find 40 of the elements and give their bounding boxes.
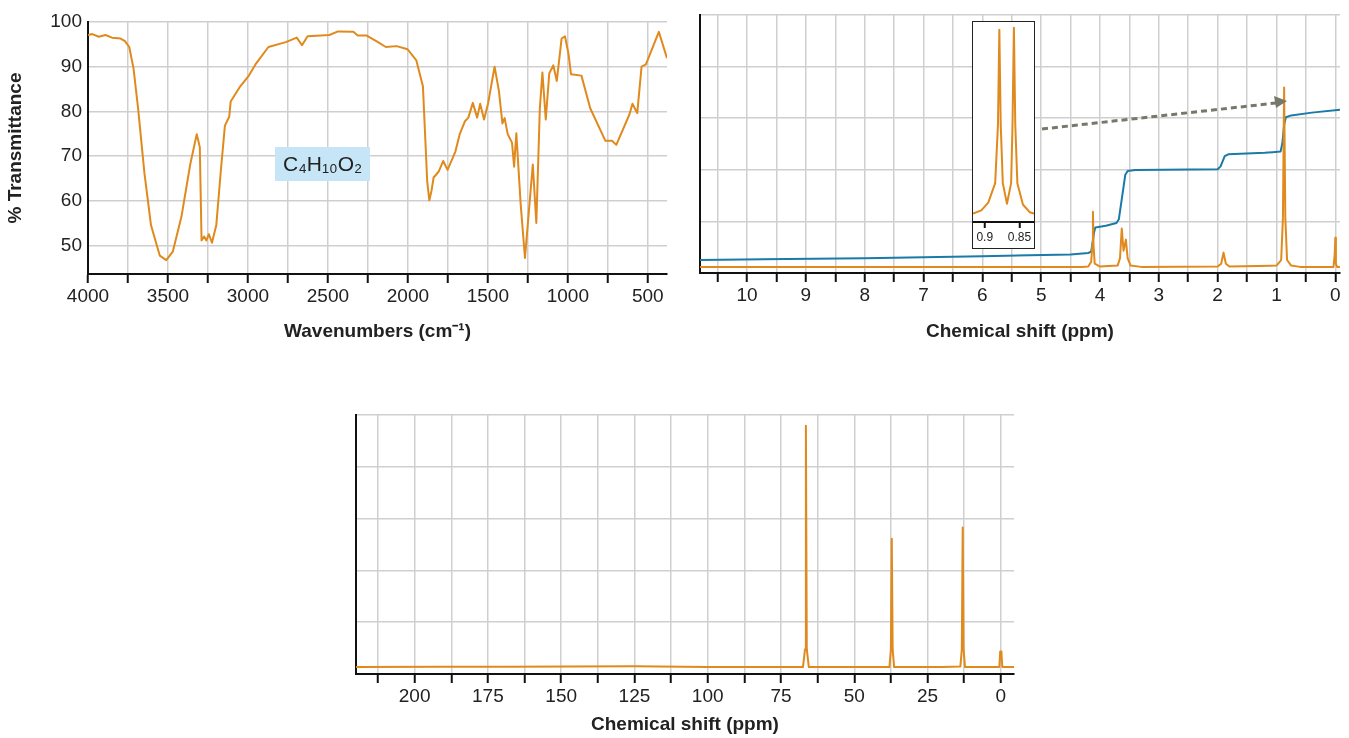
x-tick-label: 2500 [306,284,350,306]
x-tick-label: 4 [1094,283,1106,305]
x-tick-label: 7 [918,283,929,305]
y-tick-label: 60 [60,188,82,210]
x-tick-label: 1500 [466,284,509,306]
x-tick-label: 4000 [66,284,110,306]
x-tick-label: 500 [631,284,664,306]
x-tick-label: 8 [859,283,870,305]
x-tick-label: 75 [770,684,792,706]
x-tick-label: 0 [1330,283,1341,305]
x-tick-label: 5 [1035,283,1047,305]
x-tick-label: 175 [472,684,504,706]
x-tick-label: 10 [736,283,758,305]
y-tick-label: 90 [60,54,82,76]
x-tick-label: 125 [618,684,651,706]
x-tick-label: 150 [545,684,578,706]
y-tick-label: 100 [50,10,82,32]
x-tick-label: 3000 [226,284,270,306]
x-tick-label: 0.85 [1007,229,1032,244]
x-tick-label: 50 [843,684,865,706]
x-tick-label: 3500 [146,284,190,306]
x-axis-title: Wavenumbers (cm⁻¹) [284,319,471,341]
x-tick-label: 2000 [386,284,430,306]
y-tick-label: 80 [60,99,82,121]
x-tick-label: 2 [1212,283,1223,305]
annotation: C₄H₁₀O₂ [275,147,371,181]
x-tick-label: 3 [1153,283,1165,305]
x-tick-label: 9 [800,283,812,305]
x-tick-label: 200 [398,684,431,706]
x-tick-label: 100 [691,684,724,706]
y-axis-title: % Transmittance [3,72,25,224]
x-axis-title: Chemical shift (ppm) [591,712,779,734]
x-tick-label: 1000 [546,284,589,306]
y-tick-label: 70 [60,144,82,166]
x-axis-title: Chemical shift (ppm) [926,319,1114,341]
x-tick-label: 1 [1271,283,1282,305]
x-tick-label: 0 [995,684,1007,706]
x-tick-label: 6 [977,283,988,305]
x-tick-label: 25 [916,684,939,706]
x-tick-label: 0.9 [976,229,994,244]
